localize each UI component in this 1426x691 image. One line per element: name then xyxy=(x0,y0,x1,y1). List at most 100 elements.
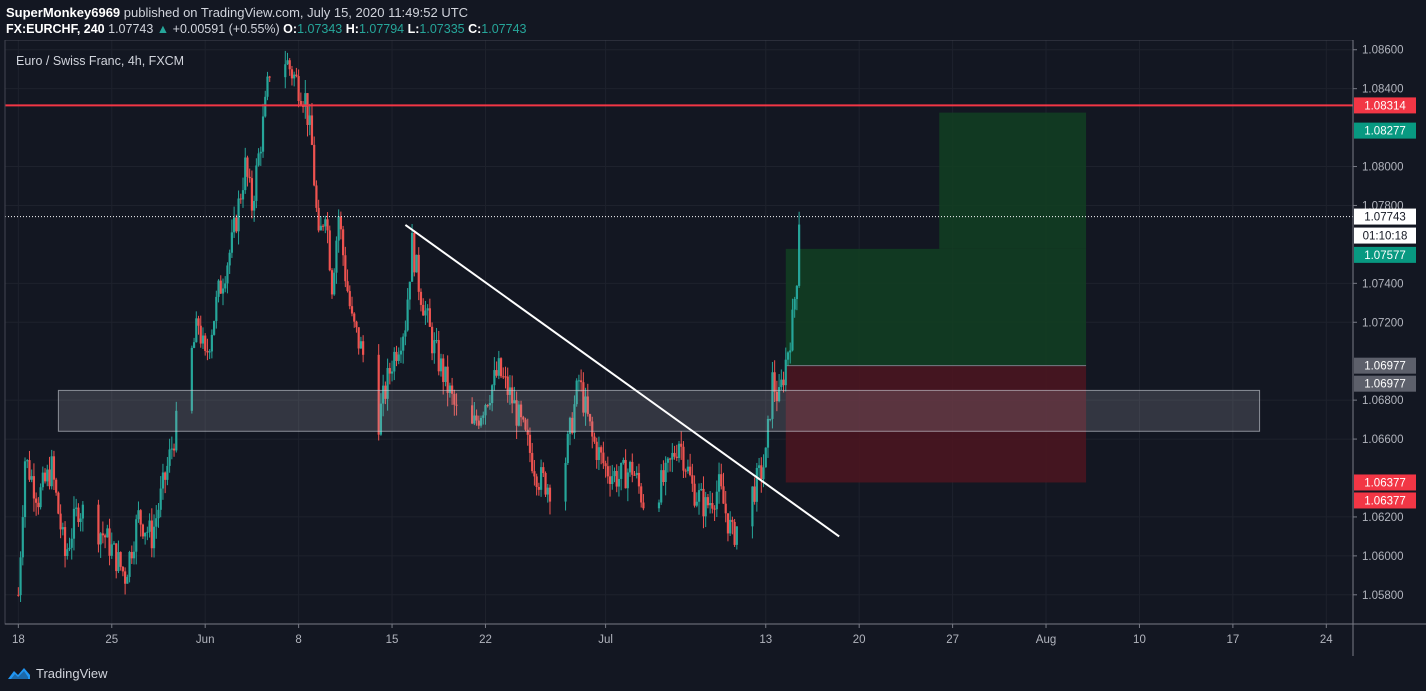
y-tick-label: 1.06000 xyxy=(1362,551,1404,563)
candle-body xyxy=(675,456,678,458)
candle-body xyxy=(110,544,113,556)
candle-body xyxy=(135,519,138,552)
candle-body xyxy=(508,387,512,395)
candle-body xyxy=(430,326,434,354)
candle-body xyxy=(328,230,331,271)
candle-body xyxy=(624,459,627,489)
candle-body xyxy=(46,469,49,482)
candle-body xyxy=(248,176,251,179)
candle-body xyxy=(402,336,405,351)
candle-body xyxy=(117,552,120,572)
candle-body xyxy=(455,404,458,406)
candle-body xyxy=(315,185,318,208)
candle-body xyxy=(539,467,543,490)
candle-body xyxy=(126,576,129,584)
candle-body xyxy=(175,410,178,451)
candle-body xyxy=(726,513,730,534)
entry-price-tag-a: 1.06977 xyxy=(1364,361,1406,373)
candle-body xyxy=(433,340,436,354)
symbol-label[interactable]: FX:EURCHF, 240 xyxy=(6,22,105,36)
price-change: +0.00591 (+0.55%) xyxy=(172,22,280,36)
candle-body xyxy=(310,115,314,145)
candle-body xyxy=(564,463,567,502)
footer-bar: TradingView xyxy=(0,656,1426,691)
open-value: 1.07343 xyxy=(297,22,343,36)
candle-body xyxy=(244,157,247,191)
candle-body xyxy=(771,372,774,419)
candle-body xyxy=(199,325,202,344)
last-price-tag: 1.07743 xyxy=(1364,212,1406,224)
candle-body xyxy=(504,376,507,378)
candle-body xyxy=(731,519,734,522)
candle-body xyxy=(299,100,302,106)
candle-body xyxy=(751,486,754,527)
candle-body xyxy=(406,299,409,331)
candle-body xyxy=(471,405,474,424)
candle-body xyxy=(422,304,425,316)
candle-body xyxy=(495,370,498,376)
candle-body xyxy=(41,472,44,488)
candle-body xyxy=(195,318,198,343)
candle-body xyxy=(353,313,356,322)
x-tick-label: 27 xyxy=(946,634,959,646)
candle-body xyxy=(791,309,794,351)
candle-body xyxy=(237,198,240,232)
candle-body xyxy=(706,497,710,506)
x-tick-label: 25 xyxy=(105,634,118,646)
candle-body xyxy=(620,462,623,479)
candle-body xyxy=(528,434,532,453)
x-tick-label: Aug xyxy=(1036,634,1056,646)
candle-body xyxy=(168,449,171,466)
up-arrow-icon: ▲ xyxy=(156,22,170,36)
candle-body xyxy=(359,341,363,349)
candle-body xyxy=(435,340,438,342)
candle-body xyxy=(32,476,36,499)
candle-body xyxy=(709,503,712,506)
candle-body xyxy=(155,518,158,527)
y-tick-label: 1.05800 xyxy=(1362,590,1404,602)
candle-body xyxy=(671,452,674,460)
candle-body xyxy=(442,358,445,382)
candle-body xyxy=(622,459,625,463)
candle-body xyxy=(239,198,242,200)
candle-body xyxy=(152,526,156,549)
countdown-tag-bg xyxy=(1354,227,1416,244)
candle-body xyxy=(428,308,431,327)
candle-body xyxy=(35,498,38,503)
candle-body xyxy=(99,533,102,545)
candle-body xyxy=(241,190,245,200)
candle-body xyxy=(266,76,269,97)
candle-body xyxy=(255,165,258,201)
candle-body xyxy=(635,472,638,476)
published-text: published on TradingView.com, July 15, 2… xyxy=(123,5,469,20)
candle-body xyxy=(297,76,300,101)
candle-body xyxy=(30,476,33,480)
candle-body xyxy=(591,421,594,437)
candle-body xyxy=(611,476,614,484)
candle-body xyxy=(631,461,634,475)
candle-body xyxy=(482,415,485,418)
candle-body xyxy=(233,217,236,233)
candle-body xyxy=(395,351,398,361)
candle-body xyxy=(410,232,414,282)
candle-body xyxy=(479,417,483,426)
candle-body xyxy=(533,471,536,477)
candle-body xyxy=(50,456,53,487)
candle-body xyxy=(124,571,127,584)
candle-body xyxy=(784,359,787,386)
candle-body xyxy=(715,491,718,510)
candle-body xyxy=(268,76,271,78)
candle-body xyxy=(121,566,124,572)
publisher-name[interactable]: SuperMonkey6969 xyxy=(6,5,121,20)
candle-body xyxy=(108,528,111,556)
candle-body xyxy=(408,281,411,300)
candle-body xyxy=(81,504,84,519)
candle-body xyxy=(535,476,538,487)
candle-body xyxy=(208,351,211,353)
candle-body xyxy=(226,265,229,284)
entry-price-tag-a-bg xyxy=(1354,357,1416,374)
tradingview-logo[interactable]: TradingView xyxy=(6,665,108,681)
candle-body xyxy=(404,330,407,337)
candle-body xyxy=(313,144,316,186)
